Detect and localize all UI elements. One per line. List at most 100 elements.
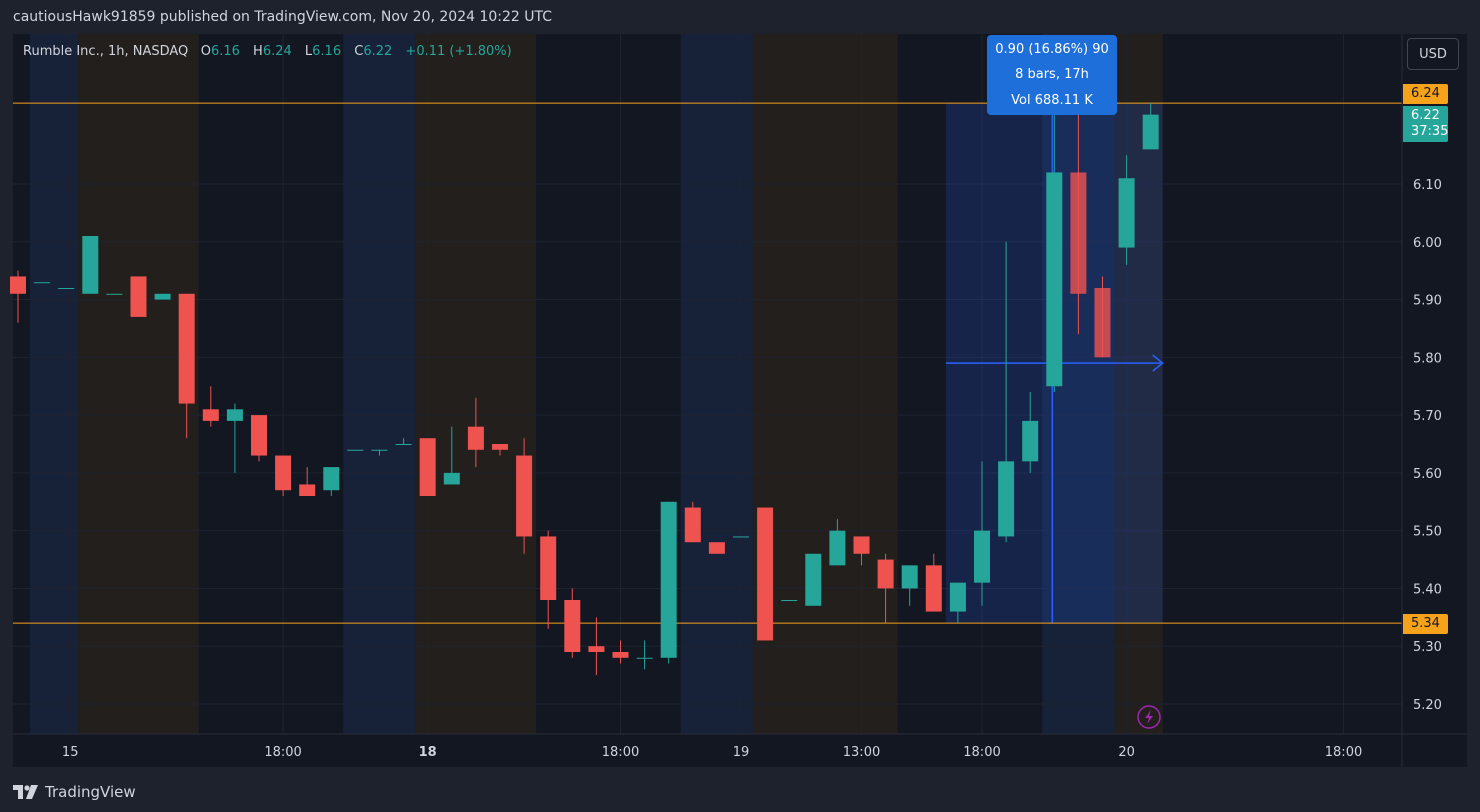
- candle-body: [58, 288, 75, 289]
- candle-body: [1094, 288, 1111, 358]
- price-tick-label: 5.50: [1413, 525, 1442, 540]
- session-band-5: [753, 34, 898, 734]
- candle: [251, 415, 267, 462]
- candle-body: [540, 536, 557, 600]
- candle-body: [251, 415, 267, 456]
- last-price-value: 6.22: [1411, 108, 1440, 123]
- candle: [612, 640, 629, 664]
- price-tick-label: 6.10: [1413, 178, 1442, 193]
- candle-body: [34, 282, 51, 284]
- symbol-legend: Rumble Inc., 1h, NASDAQ O6.16 H6.24 L6.1…: [23, 44, 521, 62]
- candle-body: [781, 600, 798, 601]
- measure-bars: 8 bars, 17h: [1015, 67, 1089, 83]
- candle-body: [178, 293, 195, 404]
- candle-body: [1142, 114, 1159, 150]
- grid: [13, 34, 1402, 734]
- candle: [106, 293, 123, 295]
- candle: [805, 553, 822, 606]
- measure-tooltip: 0.90 (16.86%) 90 8 bars, 17h Vol 688.11 …: [987, 35, 1117, 115]
- price-tick-label: 5.40: [1413, 582, 1442, 597]
- currency-button[interactable]: USD: [1407, 38, 1459, 70]
- candle: [1094, 276, 1111, 358]
- candle: [901, 565, 918, 606]
- time-axis: 15 18:00 18 18:00 19 13:00 18:00 20 18:00: [62, 745, 1362, 760]
- candle-body: [1022, 420, 1039, 462]
- footer-brand[interactable]: TradingView: [13, 780, 136, 804]
- candle: [323, 467, 340, 496]
- candle: [949, 582, 966, 624]
- time-tick-label: 19: [733, 745, 750, 760]
- open-label: O: [200, 44, 211, 59]
- candle-body: [299, 484, 316, 496]
- session-band-3: [415, 34, 537, 734]
- candle-body: [757, 507, 774, 641]
- symbol-name[interactable]: Rumble Inc., 1h, NASDAQ: [23, 44, 189, 59]
- time-tick-label: 20: [1118, 745, 1135, 760]
- candle-body: [443, 472, 460, 485]
- price-tick-label: 5.90: [1413, 294, 1442, 309]
- candle: [1046, 114, 1063, 392]
- last-price-tag: 6.22 37:35: [1403, 106, 1448, 142]
- candle: [1070, 108, 1087, 335]
- candle: [733, 536, 749, 538]
- candle: [467, 397, 484, 468]
- candle-body: [1070, 172, 1087, 294]
- price-tick-label: 5.20: [1413, 698, 1442, 713]
- candle-body: [10, 276, 26, 294]
- candle: [853, 536, 870, 566]
- candle: [781, 600, 798, 601]
- candle-body: [564, 600, 581, 652]
- lightning-icon[interactable]: [1137, 705, 1161, 729]
- horizontal-levels: [13, 102, 1402, 624]
- candle: [154, 293, 171, 300]
- candle-body: [395, 444, 412, 445]
- brand-name: TradingView: [45, 783, 136, 801]
- candle: [540, 530, 557, 629]
- candle: [395, 438, 412, 445]
- candle: [130, 276, 147, 317]
- candle-body: [733, 536, 749, 538]
- candle: [588, 617, 605, 676]
- candle-body: [130, 276, 147, 317]
- open-value: 6.16: [210, 44, 240, 59]
- candle-body: [82, 236, 99, 294]
- candle-body: [202, 409, 219, 421]
- upper-level-price-tag: 6.24: [1403, 84, 1448, 104]
- candle-body: [949, 582, 966, 612]
- session-band-4: [680, 34, 754, 734]
- candle: [998, 241, 1015, 543]
- candle-body: [660, 501, 677, 658]
- candle: [34, 282, 51, 284]
- measure-volume: Vol 688.11 K: [1011, 92, 1093, 108]
- price-tick-label: 5.60: [1413, 467, 1442, 482]
- session-band-2: [343, 34, 416, 734]
- candle-body: [829, 530, 846, 566]
- lower-level-price-tag: 5.34: [1403, 614, 1448, 634]
- candle-body: [708, 542, 725, 554]
- candle: [1022, 392, 1039, 473]
- candle-body: [877, 559, 894, 589]
- candle-body: [1046, 172, 1063, 387]
- candle-body: [998, 461, 1015, 537]
- candle-body: [371, 449, 388, 451]
- candle: [757, 507, 774, 641]
- candle: [82, 236, 99, 294]
- session-band-7: [1114, 34, 1163, 734]
- candle-body: [492, 444, 508, 450]
- candle: [492, 444, 508, 456]
- measure-arrowhead-right: [1152, 354, 1164, 372]
- bar-countdown: 37:35: [1411, 124, 1449, 139]
- candle-body: [853, 536, 870, 554]
- candle-body: [226, 409, 243, 421]
- candle: [684, 501, 701, 543]
- price-axis-background: [1402, 34, 1467, 767]
- candle-body: [467, 426, 484, 450]
- candle-body: [901, 565, 918, 589]
- high-value: 6.24: [262, 44, 292, 59]
- low-value: 6.16: [312, 44, 342, 59]
- candle: [1142, 103, 1159, 150]
- candle: [371, 449, 388, 456]
- candle-body: [805, 553, 822, 606]
- time-tick-label: 18:00: [264, 745, 301, 760]
